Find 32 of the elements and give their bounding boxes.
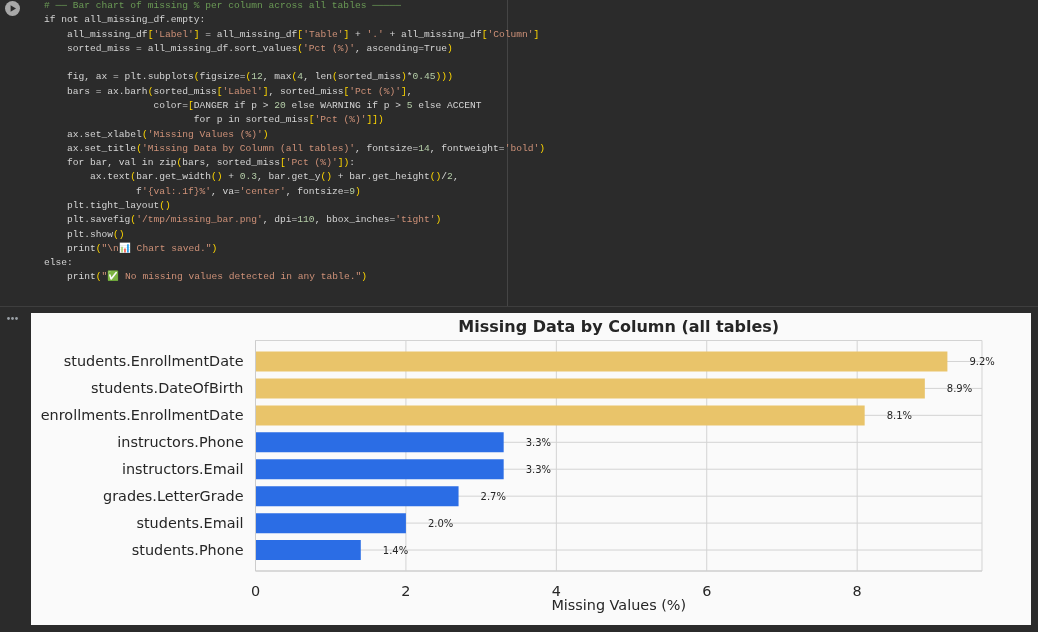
- y-tick-label: students.Email: [136, 515, 244, 532]
- y-tick-label: instructors.Email: [121, 461, 244, 478]
- y-tick-label: students.Phone: [131, 542, 244, 559]
- y-tick-label: instructors.Phone: [117, 434, 244, 451]
- y-tick-label: enrollments.EnrollmentDate: [40, 407, 244, 424]
- data-label: 2.0%: [427, 517, 454, 529]
- bar: [255, 378, 925, 399]
- data-label: 2.7%: [480, 490, 506, 502]
- bar: [255, 459, 504, 480]
- data-label: 8.9%: [946, 382, 973, 394]
- y-tick-label: students.EnrollmentDate: [63, 353, 244, 370]
- x-tick-label: 2: [401, 583, 411, 599]
- x-tick-label: 6: [702, 583, 712, 599]
- bar: [255, 405, 865, 426]
- data-label: 3.3%: [525, 436, 552, 448]
- y-tick-label: students.DateOfBirth: [91, 380, 244, 397]
- data-label: 1.4%: [382, 544, 409, 556]
- x-tick-label: 0: [250, 583, 261, 599]
- data-label: 3.3%: [525, 463, 552, 475]
- x-tick-label: 4: [551, 583, 561, 599]
- bar: [255, 513, 406, 534]
- y-tick-label: grades.LetterGrade: [103, 488, 244, 505]
- data-label: 8.1%: [886, 409, 913, 421]
- bar: [255, 540, 361, 561]
- x-tick-label: 8: [852, 583, 862, 599]
- data-label: 9.2%: [969, 356, 995, 367]
- text: # ── Bar chart of missing % per column across all tables ───── if not all_missing_df.empty: all_missing_df['Label'] = all_missing_df['Table'] + '.' + all_missing_df['Column'] sorted_miss = all_missing_df.sort_values('Pct (%)', ascending=True) fig, ax = plt.subplots(figsize=(12, max(4, len(sorted_miss)*0.45))) bars = ax.barh(sorted_miss['Label'], sorted_miss['Pct (%)'], color=[DANGER if p > 20 else WARNING if p > 5 else ACCENT for p in sorted_miss['Pct (%)']]) ax.set_xlabel('Missing Values (%)') ax.set_title('Missing Data by Column (all tables)', fontsize=14, fontweight='bold') for bar, val in zip(bars, sorted_miss['Pct (%)']): ax.text(bar.get_width() + 0.3, bar.get_y() + bar.get_height()/2, f'{val:.1f}%', va='center', fontsize=9) plt.tight_layout() plt.savefig('/tmp/missing_bar.png', dpi=110, bbox_inches='tight') plt.show() print("\n📊 Chart saved.") else: print("✅ No missing values detected in any table."): [44, 0, 545, 283]
- x-axis-title: Missing Values (%): [551, 597, 687, 613]
- chart-title: Missing Data by Column (all tables): [457, 317, 781, 336]
- bar: [255, 486, 459, 507]
- bar: [255, 432, 504, 453]
- bar: [255, 351, 948, 372]
